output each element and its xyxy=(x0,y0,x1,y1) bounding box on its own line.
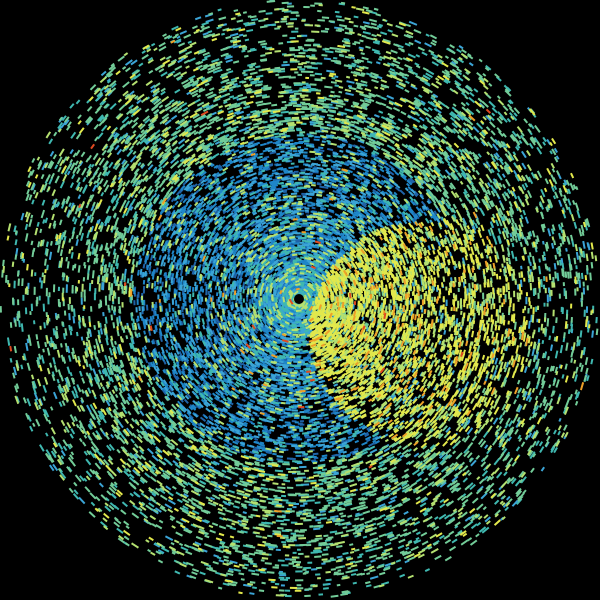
echo-speckles xyxy=(6,0,598,598)
echo-speckles xyxy=(9,108,492,469)
radar-site xyxy=(294,294,304,304)
echo-speckles xyxy=(130,39,585,538)
